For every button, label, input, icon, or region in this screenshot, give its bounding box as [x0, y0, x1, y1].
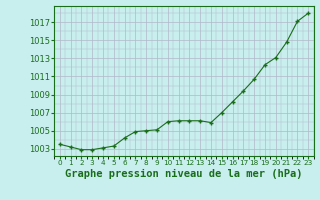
X-axis label: Graphe pression niveau de la mer (hPa): Graphe pression niveau de la mer (hPa)	[65, 169, 303, 179]
